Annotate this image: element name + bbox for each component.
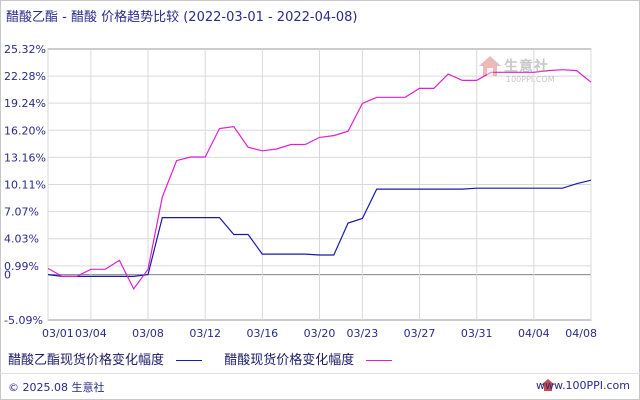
chart-legend: 醋酸乙酯现货价格变化幅度 醋酸现货价格变化幅度 bbox=[8, 349, 410, 368]
legend-swatch-series2 bbox=[366, 360, 393, 361]
x-tick-label: 03/27 bbox=[404, 327, 436, 340]
copyright-text: © 2025.08 生意社 bbox=[8, 381, 105, 394]
y-tick-label: 25.32% bbox=[4, 43, 46, 56]
x-tick-label: 03/31 bbox=[461, 327, 493, 340]
y-tick-label: 0.99% bbox=[4, 260, 39, 273]
watermark: 生意社 100PPI.COM bbox=[478, 53, 568, 93]
y-tick-label: 22.28% bbox=[4, 70, 46, 83]
y-tick-label: -5.09% bbox=[4, 314, 43, 327]
y-tick-label: 4.03% bbox=[4, 233, 39, 246]
chart-date-range: (2022-03-01 - 2022-04-08) bbox=[183, 10, 358, 25]
x-tick-label: 03/23 bbox=[347, 327, 379, 340]
x-tick-label: 04/08 bbox=[565, 327, 597, 340]
x-tick-label: 03/12 bbox=[189, 327, 221, 340]
y-tick-label: 10.11% bbox=[4, 179, 46, 192]
y-tick-label: 7.07% bbox=[4, 206, 39, 219]
x-tick-label: 03/20 bbox=[304, 327, 336, 340]
x-tick-label: 03/16 bbox=[246, 327, 278, 340]
y-tick-label: 13.16% bbox=[4, 151, 46, 164]
x-tick-label: 03/01 bbox=[42, 327, 74, 340]
chart-title-text: 醋酸乙酯 - 醋酸 价格趋势比较 bbox=[6, 10, 180, 25]
x-tick-label: 04/04 bbox=[518, 327, 550, 340]
house-logo-icon bbox=[479, 56, 501, 76]
legend-item-series2: 醋酸现货价格变化幅度 bbox=[224, 349, 393, 368]
watermark-name: 生意社 bbox=[504, 59, 549, 75]
legend-label-series2: 醋酸现货价格变化幅度 bbox=[224, 353, 355, 368]
x-tick-label: 03/08 bbox=[132, 327, 164, 340]
chart-title: 醋酸乙酯 - 醋酸 价格趋势比较 (2022-03-01 - 2022-04-0… bbox=[6, 6, 357, 25]
y-tick-label: 0 bbox=[4, 269, 11, 282]
legend-item-series1: 醋酸乙酯现货价格变化幅度 bbox=[8, 349, 203, 368]
site-logo-icon bbox=[541, 379, 555, 391]
series-line-1 bbox=[47, 179, 592, 277]
site-link[interactable]: www.100PPI.com bbox=[536, 379, 630, 392]
series-line-2 bbox=[47, 69, 592, 291]
legend-swatch-series1 bbox=[176, 360, 203, 361]
watermark-url: 100PPI.COM bbox=[506, 75, 555, 84]
legend-label-series1: 醋酸乙酯现货价格变化幅度 bbox=[8, 353, 165, 368]
footer-divider bbox=[0, 373, 640, 374]
x-tick-label: 03/04 bbox=[75, 327, 107, 340]
y-tick-label: 19.24% bbox=[4, 97, 46, 110]
y-tick-label: 16.20% bbox=[4, 124, 46, 137]
